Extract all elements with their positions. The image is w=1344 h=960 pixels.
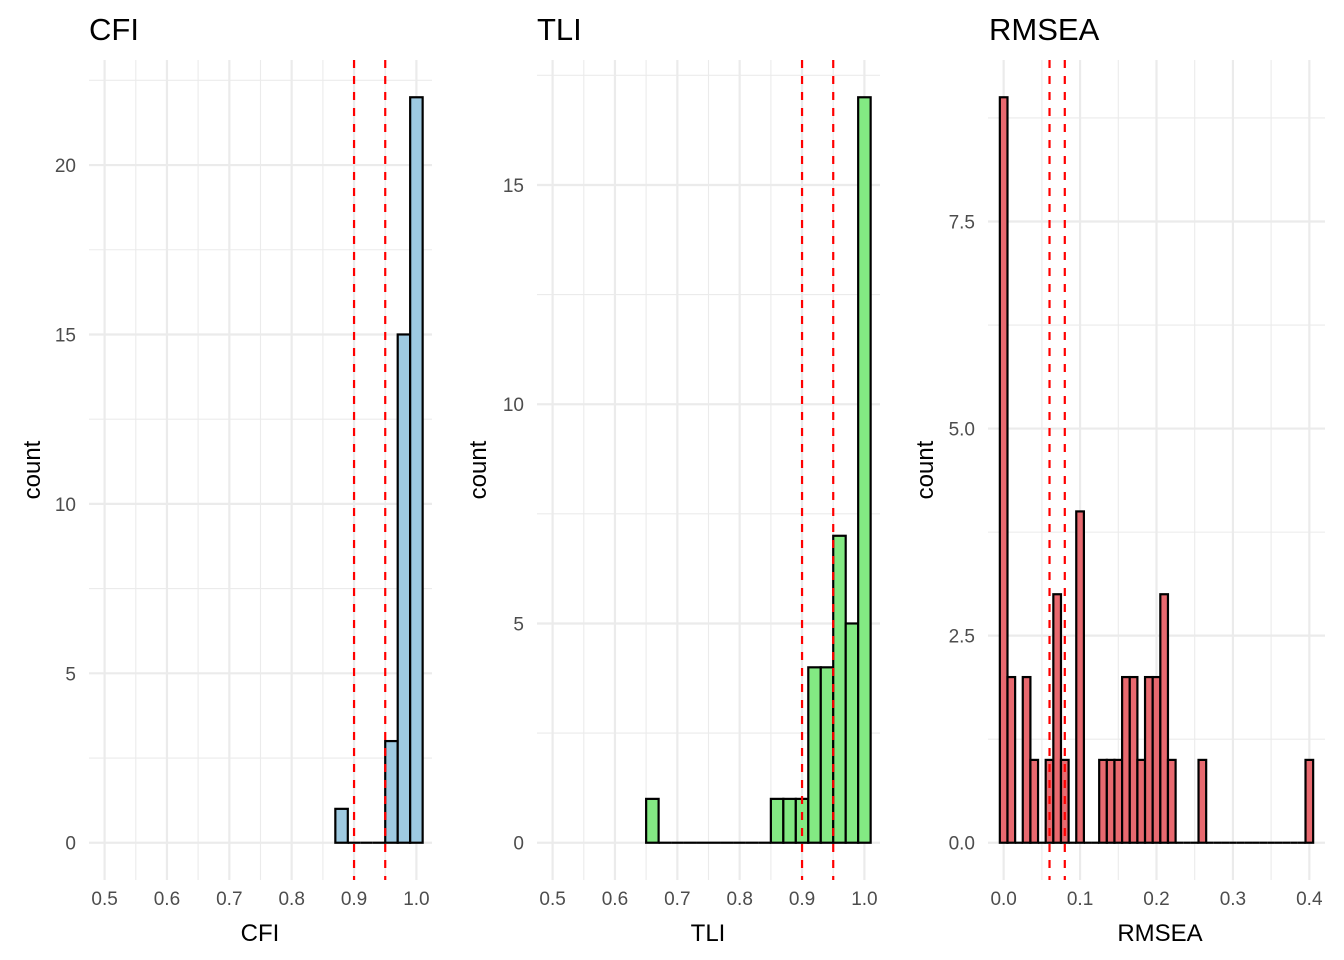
tli-y-tick-label: 0	[513, 834, 524, 855]
rmsea-x-tick-label: 0.0	[990, 889, 1016, 910]
tli-x-tick-label: 0.9	[789, 889, 815, 910]
rmsea-bar	[1128, 675, 1139, 844]
cfi-bar	[396, 333, 412, 844]
rmsea-bar	[1029, 758, 1040, 844]
rmsea-x-tick-label: 0.1	[1067, 889, 1093, 910]
rmsea-bar	[1021, 675, 1032, 844]
rmsea-panel-title: RMSEA	[989, 12, 1100, 47]
rmsea-y-axis-title: count	[912, 440, 939, 499]
cfi-x-axis-title: CFI	[241, 920, 280, 947]
cfi-y-axis-title: count	[19, 440, 46, 499]
tli-tick-labels: 0.5 0.6 0.7 0.8 0.9 1.0 0 5 10 15	[503, 176, 878, 910]
cfi-panel-title: CFI	[89, 12, 139, 47]
tli-y-tick-label: 5	[513, 614, 524, 635]
rmsea-bar	[1075, 510, 1086, 844]
rmsea-y-tick-label: 5.0	[949, 420, 975, 441]
cfi-x-tick-label: 0.9	[341, 889, 367, 910]
rmsea-bar	[1113, 758, 1124, 844]
tli-bar	[844, 622, 860, 844]
tli-x-tick-label: 0.8	[726, 889, 752, 910]
cfi-panel: CFI CFI count 0.5 0.6 0.7 0.8 0.9 1.0 0 5 10 15 20	[19, 12, 432, 947]
rmsea-x-tick-label: 0.4	[1296, 889, 1323, 910]
cfi-bar	[409, 96, 424, 844]
tli-panel-title: TLI	[537, 12, 582, 47]
cfi-x-tick-label: 0.8	[278, 889, 304, 910]
rmsea-bar	[1136, 758, 1147, 844]
tli-x-tick-label: 1.0	[851, 889, 877, 910]
cfi-y-tick-label: 0	[65, 834, 76, 855]
rmsea-bar	[1151, 675, 1162, 844]
rmsea-x-tick-label: 0.2	[1143, 889, 1169, 910]
rmsea-tick-labels: 0.0 0.1 0.2 0.3 0.4 0.0 2.5 5.0 7.5	[949, 213, 1323, 910]
cfi-y-tick-label: 15	[55, 325, 76, 346]
cfi-tick-labels: 0.5 0.6 0.7 0.8 0.9 1.0 0 5 10 15 20	[55, 156, 430, 910]
tli-bar	[819, 666, 835, 844]
tli-panel: TLI TLI count 0.5 0.6 0.7 0.8 0.9 1.0 0 5 10 15	[465, 12, 880, 947]
cfi-x-tick-label: 0.5	[91, 889, 117, 910]
cfi-bar	[384, 739, 399, 844]
rmsea-x-tick-label: 0.3	[1220, 889, 1246, 910]
cfi-y-tick-label: 20	[55, 156, 76, 177]
rmsea-bars	[998, 96, 1315, 844]
rmsea-bar	[1166, 758, 1177, 844]
tli-x-tick-label: 0.5	[539, 889, 565, 910]
tli-bar	[794, 797, 810, 844]
tli-bar	[857, 96, 872, 844]
cfi-bar	[334, 807, 349, 844]
cfi-bars	[334, 96, 424, 844]
rmsea-bar	[1052, 593, 1063, 844]
tli-y-tick-label: 10	[503, 395, 524, 416]
cfi-gridlines	[89, 60, 432, 880]
cfi-y-tick-label: 10	[55, 495, 76, 516]
rmsea-x-axis-title: RMSEA	[1117, 920, 1202, 947]
cfi-x-tick-label: 0.7	[216, 889, 242, 910]
rmsea-y-tick-label: 2.5	[949, 627, 975, 648]
tli-bars	[645, 96, 872, 844]
tli-x-tick-label: 0.6	[602, 889, 628, 910]
tli-bar	[769, 797, 785, 844]
cfi-y-tick-label: 5	[65, 664, 76, 685]
cfi-x-tick-label: 0.6	[154, 889, 180, 910]
tli-bar	[782, 797, 797, 844]
rmsea-bar	[1143, 675, 1154, 844]
rmsea-bar	[1159, 593, 1170, 844]
rmsea-y-tick-label: 0.0	[949, 834, 975, 855]
rmsea-y-tick-label: 7.5	[949, 213, 975, 234]
rmsea-bar	[1105, 758, 1116, 844]
rmsea-bar	[1098, 758, 1108, 844]
rmsea-bar	[1006, 675, 1017, 844]
rmsea-panel: RMSEA RMSEA count 0.0 0.1 0.2 0.3 0.4 0.0 2.5 5…	[912, 12, 1325, 947]
tli-x-tick-label: 0.7	[664, 889, 690, 910]
tli-bar	[832, 534, 847, 844]
tli-y-axis-title: count	[465, 440, 492, 499]
rmsea-bar	[1197, 758, 1208, 844]
tli-y-tick-label: 15	[503, 176, 524, 197]
rmsea-bar	[1121, 675, 1131, 844]
cfi-reference-lines	[352, 60, 387, 880]
cfi-x-tick-label: 1.0	[403, 889, 429, 910]
tli-x-axis-title: TLI	[691, 920, 726, 947]
rmsea-bar	[1304, 758, 1315, 844]
tli-bar	[645, 797, 660, 844]
rmsea-bar	[998, 96, 1009, 844]
tli-bar	[807, 666, 822, 844]
